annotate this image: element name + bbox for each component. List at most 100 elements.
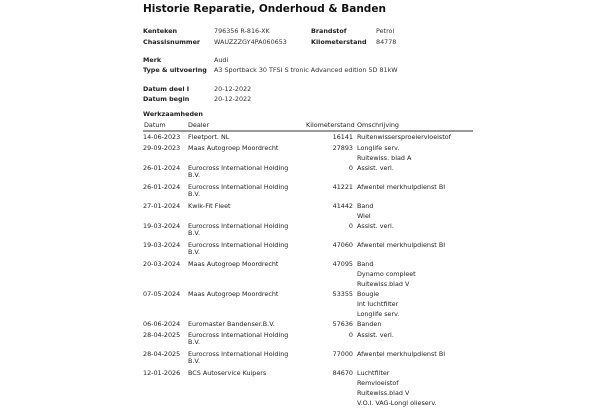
row-date: 19-03-2024 xyxy=(143,222,181,230)
row-dealer: Maas Autogroep Moordrecht xyxy=(188,289,279,298)
row-km: 57636 xyxy=(332,320,353,328)
row-dealer: BCS Autoservice Kuipers xyxy=(188,368,267,377)
datum-begin-value: 20-12-2022 xyxy=(214,95,252,103)
datum-begin-label: Datum begin xyxy=(143,95,190,103)
row-description: Banden xyxy=(357,319,381,329)
row-description: Band Dynamo compleet Ruitewiss.blad V xyxy=(357,259,416,289)
row-km: 41442 xyxy=(332,202,353,210)
row-description: Assist. verl. xyxy=(357,163,394,173)
row-date: 14-06-2023 xyxy=(143,133,181,141)
col-datum: Datum xyxy=(144,121,166,129)
brandstof-value: Petrol xyxy=(376,27,395,35)
row-km: 47060 xyxy=(332,241,353,249)
table-row: 06-06-2024 Euromaster Bandenser.B.V. 57636… xyxy=(143,319,473,330)
merk-label: Merk xyxy=(143,56,162,64)
type-label: Type & uitvoering xyxy=(143,66,207,74)
row-km: 16141 xyxy=(332,133,353,141)
row-date: 19-03-2024 xyxy=(143,241,181,249)
row-km: 53355 xyxy=(332,290,353,298)
table-header: Datum Dealer Kilometerstand Omschrijving xyxy=(143,121,473,132)
row-date: 28-04-2025 xyxy=(143,331,181,339)
row-dealer: Eurocross International Holding B.V. xyxy=(188,240,289,256)
row-description: Assist. verl. xyxy=(357,330,394,340)
row-dealer: Euromaster Bandenser.B.V. xyxy=(188,319,275,328)
description-line: Banden xyxy=(357,320,382,328)
table-row: 29-09-2023 Maas Autogroep Moordrecht 27893… xyxy=(143,143,473,163)
row-description: Afwentel merkhulpdienst BI xyxy=(357,240,445,250)
kenteken-value: 796356 R-816-XK xyxy=(214,27,270,35)
description-line: Ruitewiss. blad A xyxy=(357,154,412,162)
row-dealer: Eurocross International Holding B.V. xyxy=(188,163,289,179)
row-description: Longlife serv. Ruitewiss. blad A xyxy=(357,143,411,163)
row-km: 0 xyxy=(348,164,353,172)
description-line: Ruitenwissersproeiervloeistof xyxy=(357,133,451,141)
description-line: Afwentel merkhulpdienst BI xyxy=(357,241,446,249)
row-dealer: Maas Autogroep Moordrecht xyxy=(188,143,279,152)
km-value: 84778 xyxy=(376,38,397,46)
description-line: Band xyxy=(357,202,374,210)
row-date: 20-03-2024 xyxy=(143,260,181,268)
row-description: Assist. verl. xyxy=(357,221,394,231)
row-dealer: Eurocross International Holding B.V. xyxy=(188,349,289,365)
row-date: 07-05-2024 xyxy=(143,290,181,298)
description-line: Assist. verl. xyxy=(357,164,394,172)
table-row: 07-05-2024 Maas Autogroep Moordrecht 53355… xyxy=(143,289,473,319)
row-dealer: Kwik-Fit Fleet xyxy=(188,201,231,210)
brandstof-label: Brandstof xyxy=(311,27,347,35)
description-line: Luchtfilter xyxy=(357,369,390,377)
row-date: 06-06-2024 xyxy=(143,320,181,328)
row-km: 27893 xyxy=(332,144,353,152)
datum-deel-value: 20-12-2022 xyxy=(214,85,252,93)
table-row: 14-06-2023 Fleetport. NL 16141 Ruitenwisser… xyxy=(143,132,473,143)
description-line: Ruitewiss.blad V xyxy=(357,280,410,288)
row-date: 12-01-2026 xyxy=(143,369,181,377)
table-row: 26-01-2024 Eurocross International Holdin… xyxy=(143,163,473,182)
table-row: 28-04-2025 Eurocross International Holdin… xyxy=(143,330,473,349)
row-dealer: Eurocross International Holding B.V. xyxy=(188,182,289,198)
table-row: 26-01-2024 Eurocross International Holdin… xyxy=(143,182,473,201)
type-value: A3 Sportback 30 TFSI S tronic Advanced e… xyxy=(214,66,398,74)
row-date: 28-04-2025 xyxy=(143,350,181,358)
chassis-value: WAUZZZGY4PA060653 xyxy=(214,38,287,46)
row-description: Afwentel merkhulpdienst BI xyxy=(357,349,445,359)
row-dealer: Fleetport. NL xyxy=(188,132,230,141)
datum-deel-label: Datum deel I xyxy=(143,85,190,93)
werkzaamheden-heading: Werkzaamheden xyxy=(143,110,203,118)
description-line: Wiel xyxy=(357,212,371,220)
row-km: 0 xyxy=(348,331,353,339)
row-description: Afwentel merkhulpdienst BI xyxy=(357,182,445,192)
table-row: 27-01-2024 Kwik-Fit Fleet 41442 Band Wiel xyxy=(143,201,473,221)
row-km: 41221 xyxy=(332,183,353,191)
table-row: 20-03-2024 Maas Autogroep Moordrecht 47095… xyxy=(143,259,473,289)
description-line: Band xyxy=(357,260,374,268)
description-line: Dynamo compleet xyxy=(357,270,416,278)
row-dealer: Eurocross International Holding B.V. xyxy=(188,330,289,346)
description-line: Bougie xyxy=(357,290,380,298)
row-km: 84670 xyxy=(332,369,353,377)
row-date: 29-09-2023 xyxy=(143,144,181,152)
col-km: Kilometerstand xyxy=(306,121,355,129)
km-label: Kilometerstand xyxy=(311,38,367,46)
row-description: Ruitenwissersproeiervloeistof xyxy=(357,132,451,142)
row-date: 26-01-2024 xyxy=(143,183,181,191)
description-line: Longlife serv. xyxy=(357,144,400,152)
table-row: 19-03-2024 Eurocross International Holdin… xyxy=(143,221,473,240)
row-description: Bougie Int luchtfilter Longlife serv. xyxy=(357,289,399,319)
description-line: Assist. verl. xyxy=(357,222,394,230)
merk-value: Audi xyxy=(214,56,229,64)
description-line: Longlife serv. xyxy=(357,310,400,318)
description-line: Int luchtfilter xyxy=(357,300,399,308)
chassis-label: Chassisnummer xyxy=(143,38,201,46)
row-km: 47095 xyxy=(332,260,353,268)
row-description: Band Wiel xyxy=(357,201,373,221)
row-dealer: Eurocross International Holding B.V. xyxy=(188,221,289,237)
description-line: Remvloeistof xyxy=(357,379,399,387)
description-line: Ruitewiss.blad V xyxy=(357,389,410,397)
page-title: Historie Reparatie, Onderhoud & Banden xyxy=(143,3,386,15)
row-km: 0 xyxy=(348,222,353,230)
col-dealer: Dealer xyxy=(188,121,210,129)
kenteken-label: Kenteken xyxy=(143,27,178,35)
werkzaamheden-table: 14-06-2023 Fleetport. NL 16141 Ruitenwisser… xyxy=(143,132,473,408)
row-date: 26-01-2024 xyxy=(143,164,181,172)
